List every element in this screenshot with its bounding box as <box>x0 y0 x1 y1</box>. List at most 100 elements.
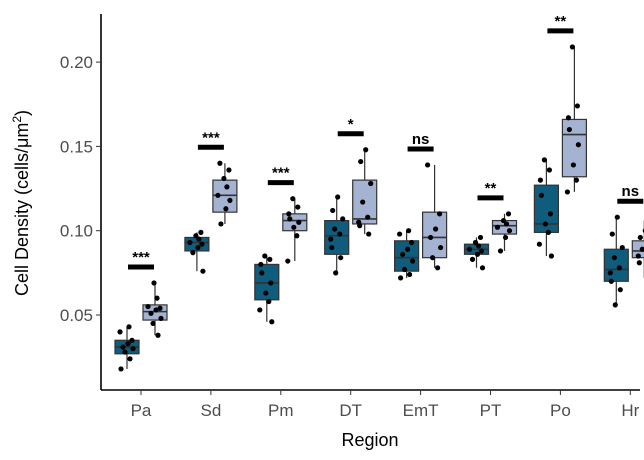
data-point <box>538 192 545 198</box>
data-point <box>285 258 291 264</box>
data-point <box>397 231 403 237</box>
data-point <box>120 344 126 350</box>
data-point <box>127 356 133 362</box>
data-point <box>332 226 338 232</box>
data-point <box>405 246 411 252</box>
significance-label: *** <box>202 129 220 146</box>
data-point <box>478 248 485 254</box>
y-axis-title-sup: 2 <box>10 116 24 123</box>
data-point <box>259 270 265 276</box>
data-point <box>126 324 132 330</box>
data-point <box>155 332 161 338</box>
data-point <box>542 221 549 227</box>
data-point <box>503 221 510 227</box>
data-point <box>193 233 199 239</box>
data-point <box>365 214 371 220</box>
data-point <box>329 244 335 251</box>
data-point <box>545 229 552 235</box>
data-point <box>151 280 157 286</box>
box <box>324 219 350 255</box>
region-group: ns <box>394 131 448 281</box>
data-point <box>469 256 476 262</box>
data-point <box>479 265 486 271</box>
data-point <box>269 319 275 325</box>
significance-label: ** <box>485 180 497 197</box>
data-point <box>635 253 641 259</box>
data-point <box>474 251 481 257</box>
data-point <box>340 216 346 222</box>
x-tick-label: Sd <box>201 401 222 420</box>
significance-label: *** <box>272 165 290 182</box>
data-point <box>409 239 415 246</box>
data-point <box>407 271 413 278</box>
data-point <box>541 157 548 163</box>
data-point <box>195 244 201 251</box>
data-point <box>609 231 615 237</box>
x-tick-label: PT <box>480 401 502 420</box>
data-point <box>537 177 544 183</box>
data-point <box>475 243 482 249</box>
y-tick-label: 0.05 <box>60 306 93 325</box>
data-point <box>368 180 374 187</box>
data-point <box>335 194 341 200</box>
region-group: ** <box>533 13 588 259</box>
data-point <box>477 234 484 241</box>
region-group: *** <box>184 129 238 274</box>
data-point <box>435 265 441 271</box>
data-point <box>616 265 622 271</box>
data-point <box>200 268 206 274</box>
data-point <box>268 280 274 286</box>
data-point <box>153 307 159 313</box>
data-point <box>548 253 555 259</box>
x-axis: Pa Sd Pm DT EmT PT Po Hr <box>131 390 640 420</box>
data-point <box>433 226 439 232</box>
box <box>422 211 448 259</box>
data-point <box>564 189 571 195</box>
data-point <box>287 216 293 222</box>
data-point <box>190 250 196 256</box>
data-point <box>263 290 269 296</box>
data-point <box>328 236 334 242</box>
data-point <box>358 158 364 165</box>
data-point <box>611 255 617 261</box>
data-point <box>494 224 501 230</box>
data-point <box>639 246 644 252</box>
data-point <box>573 177 580 183</box>
data-point <box>502 234 509 241</box>
data-point <box>122 349 128 355</box>
data-point <box>617 287 623 293</box>
data-point <box>428 234 434 241</box>
data-point <box>636 260 642 266</box>
data-point <box>356 219 362 225</box>
data-point <box>466 246 473 252</box>
data-point <box>199 241 205 247</box>
data-point <box>330 207 336 214</box>
data-point <box>546 167 553 173</box>
data-point <box>536 241 543 247</box>
significance-label: ns <box>412 131 430 148</box>
data-point <box>217 160 223 166</box>
data-point <box>337 231 343 237</box>
data-point <box>637 234 643 241</box>
data-point <box>612 302 618 308</box>
data-point <box>400 251 406 257</box>
data-point <box>547 211 554 217</box>
data-point <box>223 206 229 212</box>
data-point <box>570 162 577 168</box>
data-point <box>295 204 301 210</box>
data-point <box>574 103 581 109</box>
data-point <box>406 228 412 234</box>
x-axis-title: Region <box>341 430 398 450</box>
significance-label: *** <box>132 249 150 266</box>
region-group: *** <box>114 249 168 372</box>
data-point <box>366 231 372 237</box>
region-group: ** <box>463 180 518 271</box>
x-tick-label: Po <box>550 401 571 420</box>
data-point <box>614 214 620 220</box>
data-point <box>569 44 576 50</box>
box <box>394 240 420 272</box>
y-axis: 0.05 0.10 0.15 0.20 <box>60 53 101 325</box>
data-point <box>154 295 160 301</box>
y-axis-title: Cell Density (cells/μm2) <box>10 110 32 296</box>
